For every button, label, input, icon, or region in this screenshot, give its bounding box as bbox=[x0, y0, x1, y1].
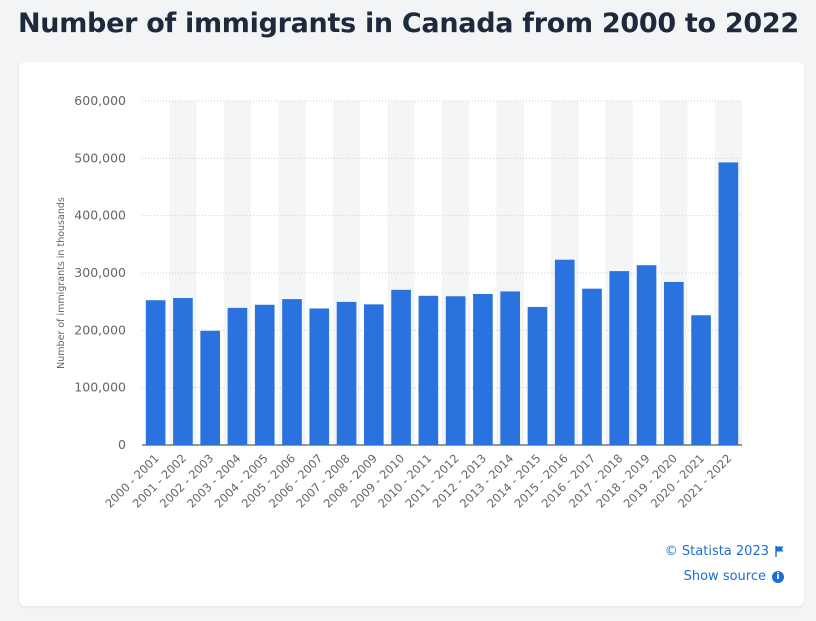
flag-icon bbox=[775, 546, 784, 557]
bar bbox=[418, 295, 439, 445]
bar bbox=[145, 300, 166, 445]
bar bbox=[691, 315, 711, 445]
y-axis-ticks: 0 100,000 200,000 300,000 400,000 500,000 600,… bbox=[74, 93, 126, 452]
bar bbox=[527, 306, 548, 445]
y-tick-label: 100,000 bbox=[74, 380, 126, 395]
bar bbox=[445, 296, 466, 445]
credit-text: © Statista 2023 bbox=[664, 544, 769, 559]
copyright-credit[interactable]: © Statista 2023 bbox=[665, 544, 784, 559]
bar bbox=[582, 288, 602, 445]
bar bbox=[636, 265, 657, 445]
bar bbox=[473, 293, 493, 445]
page-title: Number of immigrants in Canada from 2000… bbox=[18, 8, 799, 39]
bar bbox=[718, 162, 739, 445]
bar bbox=[664, 281, 684, 445]
bar bbox=[500, 291, 520, 445]
y-tick-label: 200,000 bbox=[74, 322, 126, 337]
info-icon: i bbox=[772, 570, 784, 583]
bar bbox=[364, 304, 384, 445]
bar bbox=[200, 330, 220, 445]
bar bbox=[336, 301, 357, 445]
show-source-link[interactable]: Show source i bbox=[684, 569, 784, 584]
bars bbox=[145, 162, 739, 445]
y-tick-label: 600,000 bbox=[74, 93, 126, 108]
y-tick-label: 400,000 bbox=[74, 208, 126, 223]
show-source-text: Show source bbox=[683, 569, 766, 584]
chart-card: 0 100,000 200,000 300,000 400,000 500,000 600,… bbox=[19, 62, 804, 606]
y-tick-label: 0 bbox=[118, 437, 126, 452]
bar bbox=[391, 289, 411, 445]
bar bbox=[309, 308, 330, 445]
bar bbox=[227, 307, 248, 445]
bar bbox=[609, 271, 630, 445]
y-tick-label: 500,000 bbox=[74, 150, 126, 165]
bar bbox=[282, 299, 302, 445]
bar bbox=[254, 304, 275, 445]
y-axis-label: Number of immigrants in thousands bbox=[56, 197, 67, 369]
bar-chart: 0 100,000 200,000 300,000 400,000 500,000 600,… bbox=[56, 93, 742, 511]
bar bbox=[554, 259, 575, 445]
y-tick-label: 300,000 bbox=[74, 265, 126, 280]
bar bbox=[173, 297, 193, 445]
